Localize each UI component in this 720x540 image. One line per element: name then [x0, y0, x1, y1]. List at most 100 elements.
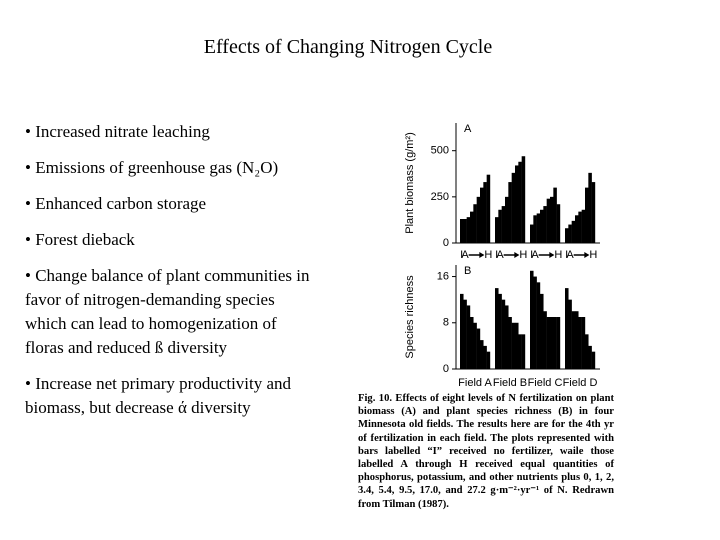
- bar: [553, 187, 557, 243]
- group-label: Field D: [563, 377, 598, 389]
- bar: [505, 305, 509, 369]
- bar: [571, 220, 576, 243]
- bar: [463, 219, 467, 243]
- bar: [518, 161, 522, 243]
- group-label: Field B: [493, 377, 527, 389]
- bullet: • Increased nitrate leaching: [25, 122, 210, 141]
- group-label: Field C: [528, 377, 563, 389]
- bar: [521, 156, 526, 243]
- bar: [460, 219, 464, 243]
- bar: [533, 276, 537, 369]
- bar: [486, 351, 491, 369]
- bar: [578, 317, 582, 369]
- bar: [470, 211, 474, 243]
- y-tick-label: 8: [443, 317, 449, 329]
- bar: [546, 317, 551, 369]
- bar: [511, 322, 516, 369]
- bar: [533, 215, 537, 243]
- y-axis-label: Species richness: [404, 275, 416, 359]
- bar: [480, 187, 484, 243]
- bar: [521, 334, 526, 369]
- x-tick-label: H: [589, 249, 597, 261]
- bar: [466, 305, 471, 369]
- arrow-head: [584, 252, 590, 258]
- x-tick-label: A: [566, 249, 574, 261]
- arrow-head: [549, 252, 555, 258]
- bar: [495, 288, 499, 369]
- x-tick-label: H: [519, 249, 527, 261]
- bar: [470, 317, 474, 369]
- y-tick-label: 500: [431, 145, 449, 157]
- bar: [588, 172, 592, 243]
- bar: [476, 196, 481, 243]
- bar: [530, 270, 534, 369]
- bar: [565, 228, 569, 243]
- bar: [515, 322, 519, 369]
- bar: [578, 211, 582, 243]
- bar: [585, 334, 589, 369]
- bar: [556, 317, 561, 369]
- x-tick-label: H: [484, 249, 492, 261]
- bar: [511, 172, 516, 243]
- bar: [581, 317, 586, 369]
- bar: [501, 299, 506, 369]
- bar: [550, 317, 554, 369]
- bullet: • Increase net primary productivity and …: [25, 374, 292, 417]
- bar: [585, 187, 589, 243]
- x-tick-label: A: [496, 249, 504, 261]
- x-tick-label: A: [531, 249, 539, 261]
- bar: [568, 299, 572, 369]
- bar: [568, 224, 572, 243]
- arrow-head: [479, 252, 485, 258]
- figure-caption: Fig. 10. Effects of eight levels of N fe…: [358, 393, 614, 510]
- x-tick-label: I: [495, 249, 498, 261]
- x-tick-label: A: [461, 249, 469, 261]
- bar: [553, 317, 557, 369]
- panel-label: B: [464, 265, 471, 277]
- slide-title: Effects of Changing Nitrogen Cycle: [203, 36, 493, 58]
- bar: [476, 328, 481, 369]
- bar: [501, 206, 506, 243]
- arrow-head: [514, 252, 520, 258]
- x-tick-label: I: [530, 249, 533, 261]
- y-tick-label: 0: [443, 363, 449, 375]
- x-tick-label: H: [554, 249, 562, 261]
- bar: [546, 198, 551, 243]
- bar: [508, 317, 512, 369]
- bar: [480, 340, 484, 369]
- bar: [486, 174, 491, 243]
- x-tick-label: I: [460, 249, 463, 261]
- x-tick-label: I: [565, 249, 568, 261]
- bar: [540, 293, 544, 369]
- panel-label: A: [464, 123, 472, 135]
- bar: [581, 209, 586, 243]
- bar: [575, 311, 579, 369]
- bar: [591, 182, 596, 243]
- bullet: • Change balance of plant communities in…: [25, 266, 310, 357]
- bar: [536, 213, 541, 243]
- bar: [498, 209, 502, 243]
- bar: [483, 182, 487, 243]
- y-tick-label: 0: [443, 237, 449, 249]
- y-tick-label: 250: [431, 191, 449, 203]
- bar: [550, 196, 554, 243]
- bar: [575, 215, 579, 243]
- bar: [473, 322, 477, 369]
- bar: [505, 196, 509, 243]
- bar: [556, 204, 561, 243]
- bar: [466, 217, 471, 243]
- bar: [530, 224, 534, 243]
- bullet: • Enhanced carbon storage: [25, 194, 207, 213]
- bar: [508, 182, 512, 243]
- group-label: Field A: [458, 377, 492, 389]
- bullet: • Emissions of greenhouse gas (N₂O): [25, 158, 279, 177]
- y-tick-label: 16: [437, 270, 449, 282]
- bar: [543, 311, 547, 369]
- bar: [463, 299, 467, 369]
- bar: [536, 282, 541, 369]
- bar: [540, 209, 544, 243]
- bullet-list: • Increased nitrate leaching • Emissions …: [25, 120, 315, 432]
- y-axis-label: Plant biomass (g/m²): [404, 132, 416, 233]
